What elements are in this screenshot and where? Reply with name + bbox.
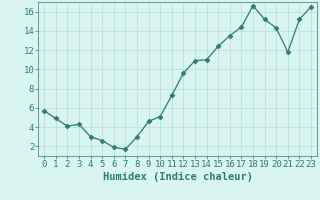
X-axis label: Humidex (Indice chaleur): Humidex (Indice chaleur): [103, 172, 252, 182]
